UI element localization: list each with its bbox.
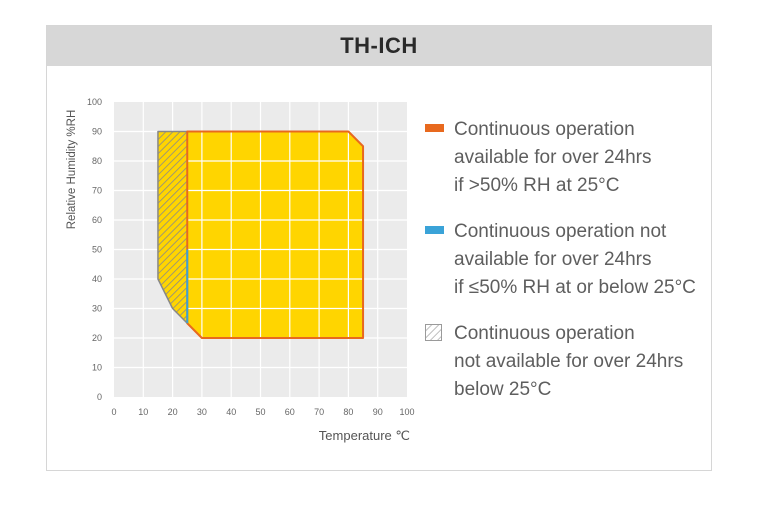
legend-item-not-available-below-25c: Continuous operation not available for o… bbox=[424, 320, 724, 404]
hatch-swatch bbox=[425, 324, 442, 341]
x-tick-label: 60 bbox=[285, 407, 295, 417]
x-tick-label: 40 bbox=[226, 407, 236, 417]
x-tick-label: 30 bbox=[197, 407, 207, 417]
x-tick-label: 70 bbox=[314, 407, 324, 417]
legend: Continuous operation available for over … bbox=[424, 116, 724, 422]
y-tick-label: 0 bbox=[97, 392, 102, 402]
x-tick-label: 100 bbox=[399, 407, 414, 417]
x-tick-label: 90 bbox=[373, 407, 383, 417]
x-tick-label: 80 bbox=[343, 407, 353, 417]
x-axis-label: Temperature ℃ bbox=[319, 428, 410, 443]
y-tick-label: 100 bbox=[87, 97, 102, 107]
legend-item-continuous-not-available-low-rh: Continuous operation not available for o… bbox=[424, 218, 724, 302]
y-tick-label: 80 bbox=[92, 156, 102, 166]
y-tick-label: 90 bbox=[92, 127, 102, 137]
x-tick-label: 0 bbox=[111, 407, 116, 417]
x-tick-label: 50 bbox=[255, 407, 265, 417]
y-tick-label: 40 bbox=[92, 274, 102, 284]
legend-item-continuous-available: Continuous operation available for over … bbox=[424, 116, 724, 200]
blue-swatch bbox=[425, 226, 444, 234]
y-axis-label: Relative Humidity %RH bbox=[66, 110, 78, 230]
y-tick-label: 10 bbox=[92, 363, 102, 373]
y-tick-label: 70 bbox=[92, 186, 102, 196]
region-hatched bbox=[157, 130, 188, 324]
x-tick-label: 10 bbox=[138, 407, 148, 417]
orange-swatch bbox=[425, 124, 444, 132]
chart-title: TH-ICH bbox=[47, 26, 711, 66]
y-tick-label: 30 bbox=[92, 304, 102, 314]
y-tick-label: 20 bbox=[92, 333, 102, 343]
y-tick-label: 50 bbox=[92, 245, 102, 255]
y-tick-label: 60 bbox=[92, 215, 102, 225]
region-available-fill bbox=[187, 131, 364, 338]
x-tick-label: 20 bbox=[168, 407, 178, 417]
